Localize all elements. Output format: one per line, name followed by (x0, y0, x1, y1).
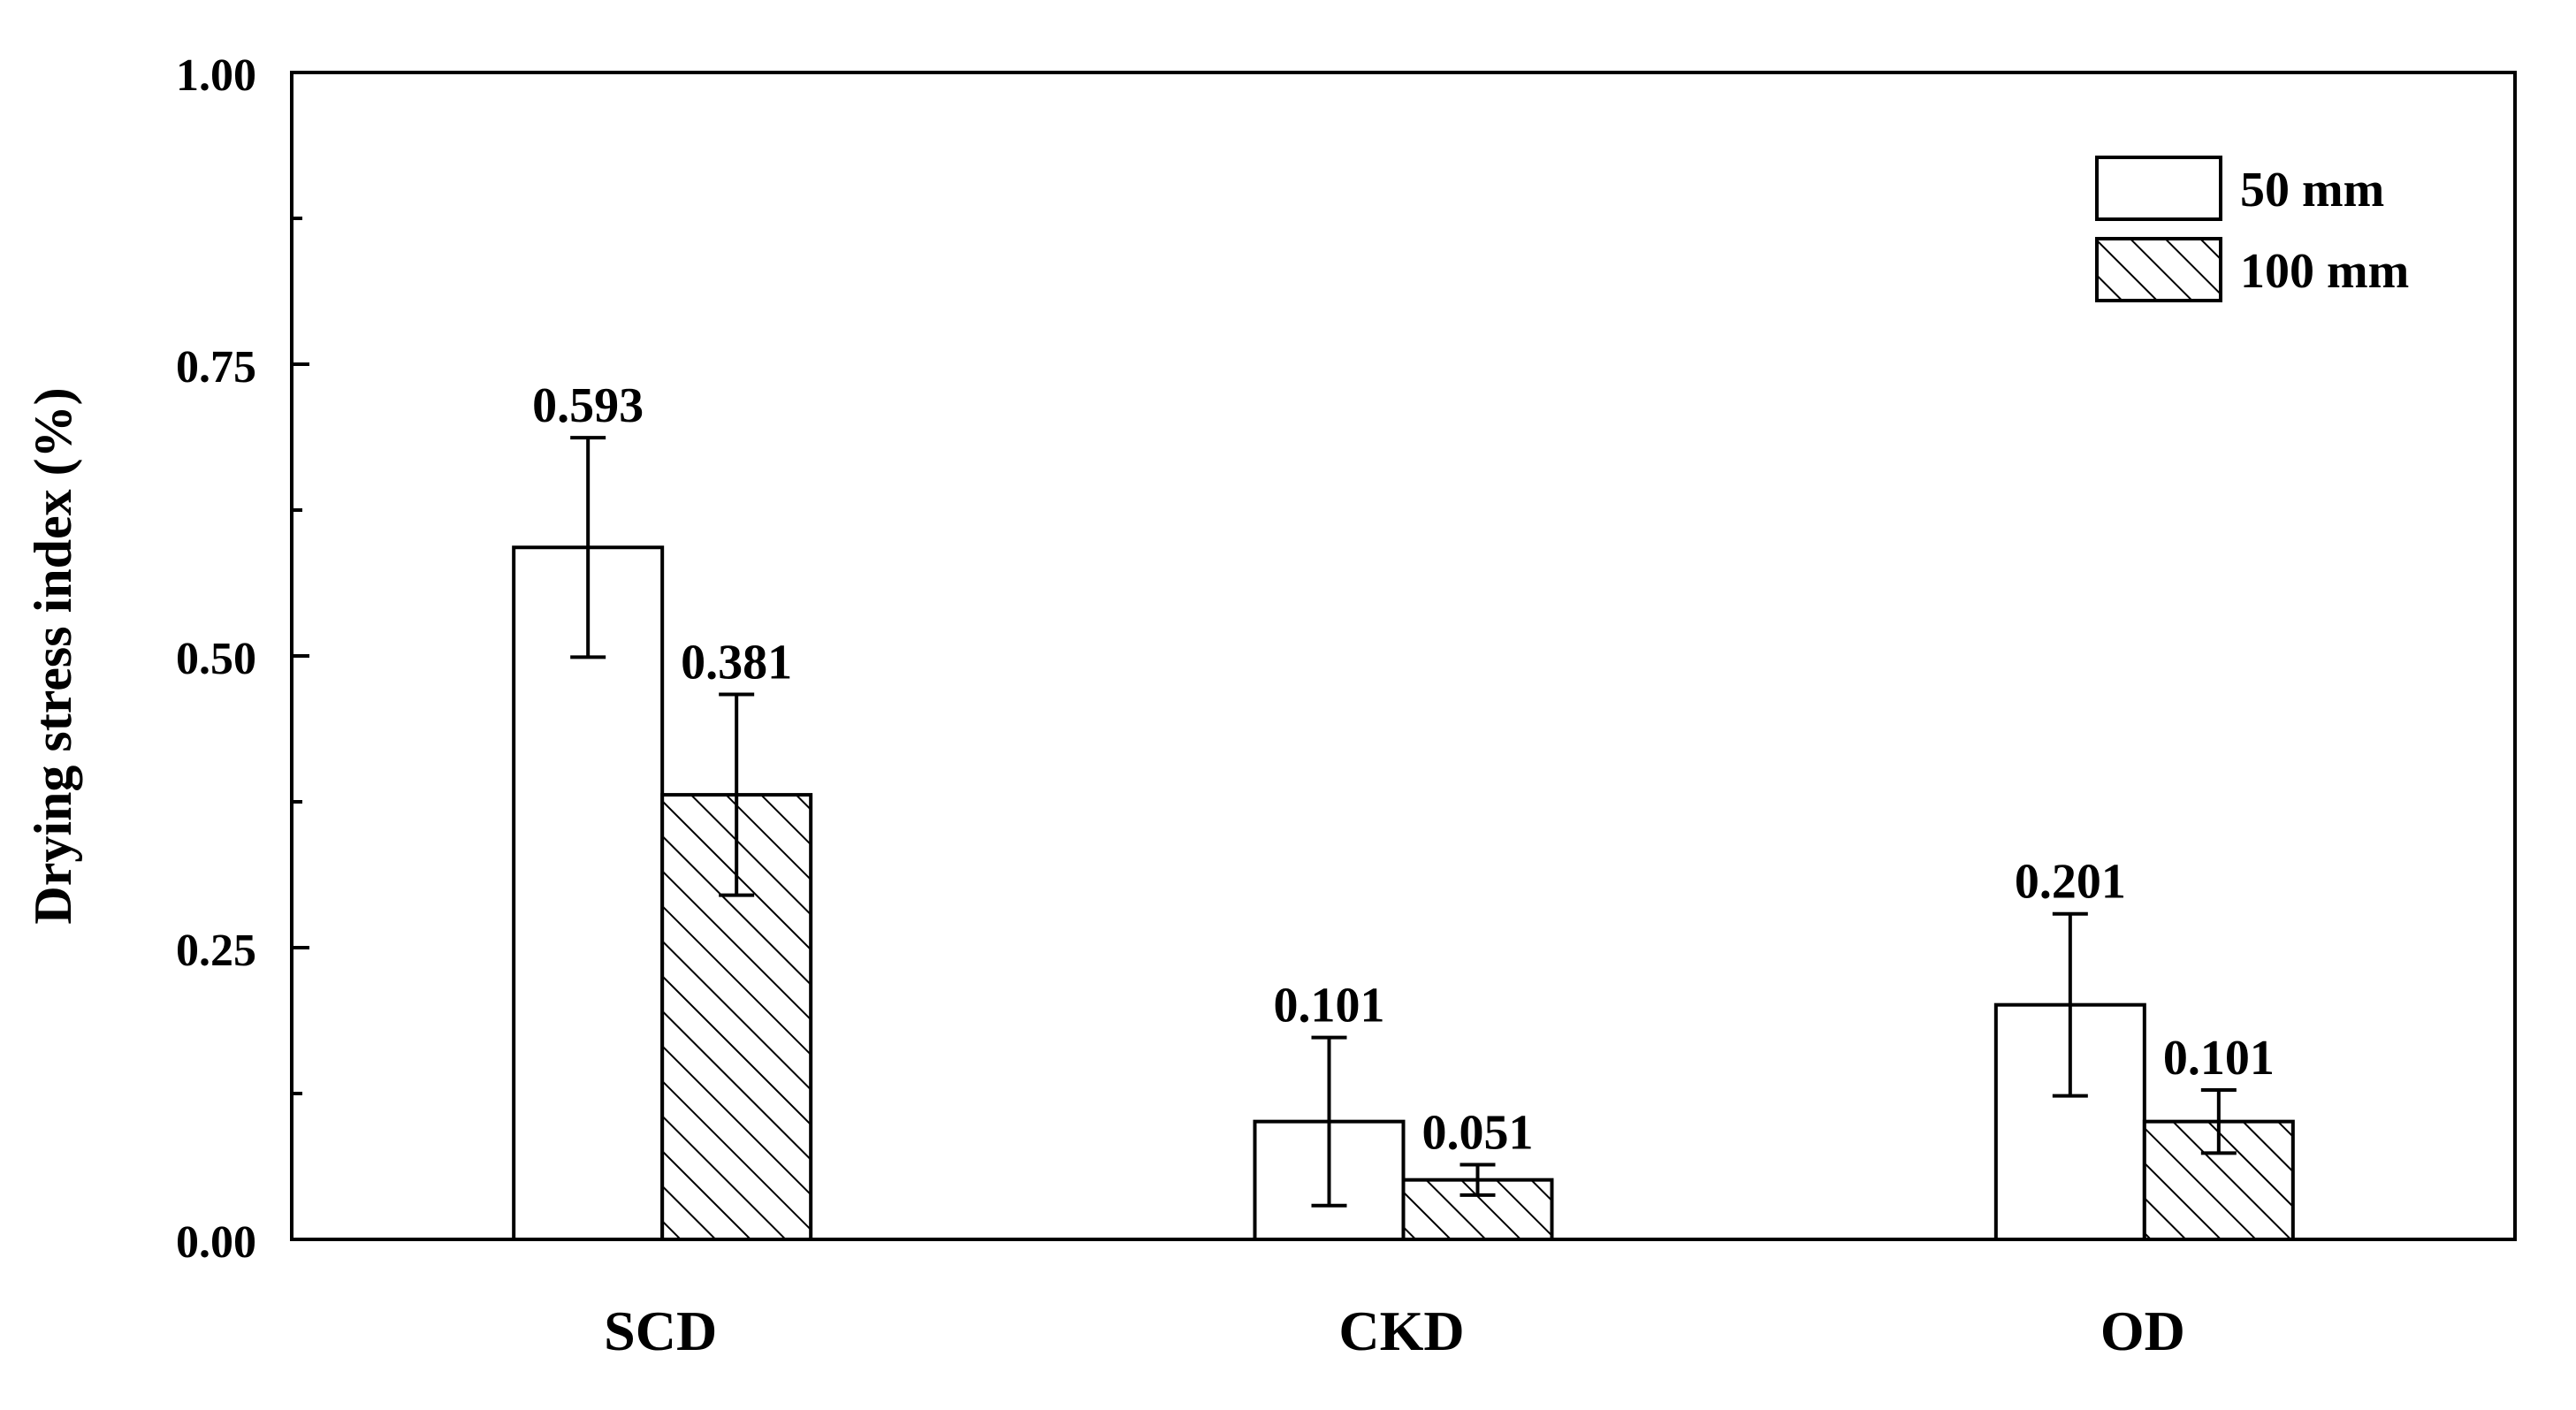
data-label-scd-1: 0.381 (681, 636, 792, 690)
legend-swatch-1 (2095, 237, 2222, 302)
data-label-ckd-1: 0.051 (1422, 1106, 1534, 1161)
x-tick-label-ckd: CKD (1338, 1299, 1464, 1362)
y-tick-label: 0.50 (176, 634, 256, 684)
data-label-ckd-0: 0.101 (1274, 979, 1385, 1033)
x-tick-label-od: OD (2100, 1299, 2185, 1362)
legend-item-1: 100 mm (2095, 237, 2409, 302)
legend-swatch-0 (2095, 156, 2222, 221)
error-bar-od-0 (2052, 911, 2088, 1098)
data-label-od-1: 0.101 (2163, 1031, 2275, 1086)
error-bar-scd-0 (570, 436, 606, 659)
legend-label-1: 100 mm (2240, 244, 2409, 299)
bar-ckd-1 (1401, 1178, 1554, 1242)
y-tick-label: 0.00 (176, 1217, 256, 1268)
legend-item-0: 50 mm (2095, 156, 2384, 221)
y-axis: 0.00 0.25 0.50 0.75 1.00 (176, 50, 309, 1268)
error-bar-od-1 (2200, 1088, 2237, 1155)
x-tick-label-scd: SCD (604, 1299, 717, 1362)
y-tick-label: 0.25 (176, 926, 256, 976)
x-axis: SCD CKD OD (604, 1299, 2185, 1362)
y-tick-label: 0.75 (176, 342, 256, 393)
error-bars-layer (570, 436, 2237, 1208)
legend: 50 mm 100 mm (2095, 156, 2409, 302)
error-bar-ckd-1 (1459, 1162, 1496, 1197)
value-labels-layer: 0.593 0.381 0.101 0.051 0.201 0.101 (532, 378, 2275, 1160)
error-bar-scd-1 (719, 692, 755, 897)
error-bar-ckd-0 (1311, 1035, 1347, 1208)
legend-label-0: 50 mm (2240, 163, 2384, 217)
y-axis-title: Drying stress index (%) (24, 387, 82, 924)
y-tick-label: 1.00 (176, 50, 256, 101)
data-label-od-0: 0.201 (2015, 855, 2126, 910)
data-label-scd-0: 0.593 (532, 378, 644, 433)
bar-scd-0 (512, 545, 665, 1241)
